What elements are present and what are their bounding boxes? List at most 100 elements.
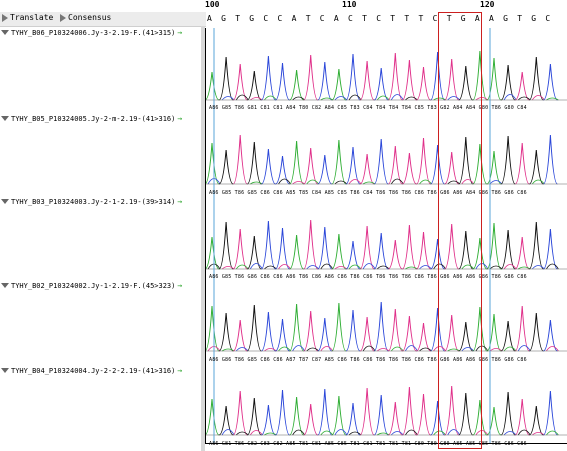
consensus-base: T (446, 14, 452, 23)
trace-peak (261, 311, 276, 352)
trace-noise (278, 178, 291, 185)
collapse-triangle-icon[interactable] (1, 283, 9, 288)
trace-peak (247, 235, 262, 270)
trace-peak (359, 153, 375, 185)
trace-peak (275, 227, 290, 270)
sequence-name: TYHY_B06_P10324006.Jy-3-2.19-F.(41>315) (11, 28, 176, 37)
consensus-toggle[interactable]: Consensus (60, 13, 111, 22)
trace-peak (500, 64, 516, 101)
trace-peak (373, 67, 389, 101)
trace-noise (489, 348, 503, 352)
trace-peak (317, 61, 333, 101)
trace-peak (204, 305, 220, 352)
sequence-row[interactable]: TYHY_B05_P10324005.Jy-2-m-2.19-(41>316) … (1, 114, 182, 123)
trace-peak (402, 315, 417, 352)
trace-peak (388, 239, 403, 270)
trace-peak (232, 319, 248, 352)
trace-noise (390, 346, 404, 352)
trace-noise (306, 179, 320, 185)
trace-noise (235, 431, 249, 436)
trace-peak (416, 137, 431, 185)
trace-noise (235, 264, 249, 270)
trace-noise (334, 266, 348, 270)
trace-noise (292, 345, 305, 352)
trace-peak (543, 63, 558, 101)
trace-peak (529, 221, 544, 270)
trace-peak (359, 225, 375, 270)
trace-noise (433, 263, 446, 270)
trace-peak (515, 71, 530, 101)
position-ruler: 100 110 120 (205, 0, 567, 12)
trace-peak (373, 232, 389, 270)
trace-peak (416, 393, 431, 436)
collapse-triangle-icon[interactable] (1, 368, 9, 373)
panel-splitter[interactable] (201, 26, 205, 451)
trace-noise (278, 346, 291, 352)
trace-peak (543, 228, 558, 270)
trace-noise (419, 265, 432, 270)
sequence-row[interactable]: TYHY_B03_P10324003.Jy-2-1-2.19-(39>314) … (1, 197, 182, 206)
trace-noise (447, 180, 460, 185)
selection-highlight-box (438, 12, 482, 449)
trace-peak (500, 391, 516, 436)
trace-peak (514, 398, 530, 436)
collapse-triangle-icon[interactable] (1, 30, 9, 35)
collapse-triangle-icon[interactable] (1, 199, 9, 204)
trace-peak (260, 220, 276, 270)
expand-triangle-icon[interactable] (2, 13, 8, 22)
trace-peak (331, 139, 347, 185)
trace-peak (331, 68, 347, 101)
trace-noise (532, 432, 545, 436)
trace-noise (264, 432, 277, 436)
trace-peak (486, 57, 502, 101)
consensus-label: Consensus (68, 13, 112, 22)
trace-noise (250, 97, 263, 101)
consensus-base: A (333, 14, 339, 23)
trace-peak (218, 221, 234, 270)
trace-peak (529, 312, 544, 352)
trace-noise (264, 95, 277, 101)
trace-peak (218, 56, 234, 101)
chromatogram-traces (204, 28, 567, 443)
trace-noise (447, 429, 461, 436)
trace-peak (416, 322, 431, 352)
trace-peak (542, 134, 558, 185)
chromatogram-trace-area[interactable] (204, 28, 567, 444)
trace-noise (531, 95, 545, 101)
trace-peak (275, 62, 290, 101)
trace-noise (489, 180, 503, 185)
trace-noise (503, 346, 517, 352)
trace-noise (362, 263, 376, 270)
trace-noise (461, 179, 475, 185)
consensus-base: A (474, 14, 480, 23)
trace-noise (517, 266, 531, 270)
trace-peak (331, 233, 347, 270)
trace-peak (402, 152, 417, 185)
trace-peak (514, 142, 530, 185)
consensus-base: C (545, 14, 551, 23)
base-calls: A86 G85 T86 G85 C86 C86 A85 T85 C84 A85 … (209, 190, 527, 196)
trace-peak (472, 237, 488, 270)
green-arrow-icon: → (177, 114, 183, 123)
consensus-base: T (390, 14, 396, 23)
trace-peak (303, 54, 318, 101)
trace-noise (235, 347, 249, 352)
trace-peak (289, 396, 304, 436)
trace-peak (218, 405, 234, 436)
trace-peak (303, 219, 319, 270)
translate-toggle[interactable]: Translate (2, 13, 53, 22)
trace-peak (261, 404, 276, 436)
translate-label: Translate (10, 13, 54, 22)
expand-triangle-icon[interactable] (60, 13, 66, 22)
sequence-row[interactable]: TYHY_B04_P10324004.Jy-2-2-2.19-(41>316) … (1, 366, 182, 375)
trace-peak (289, 303, 304, 352)
consensus-base: T (418, 14, 424, 23)
trace-noise (235, 94, 249, 101)
sequence-row[interactable]: TYHY_B02_P10324002.Jy-1-2.19-F.(45>323) … (1, 281, 182, 290)
green-arrow-icon: → (177, 28, 183, 37)
collapse-triangle-icon[interactable] (1, 116, 9, 121)
sequence-row[interactable]: TYHY_B06_P10324006.Jy-3-2.19-F.(41>315) … (1, 28, 182, 37)
trace-noise (221, 348, 235, 352)
trace-peak (218, 312, 234, 352)
